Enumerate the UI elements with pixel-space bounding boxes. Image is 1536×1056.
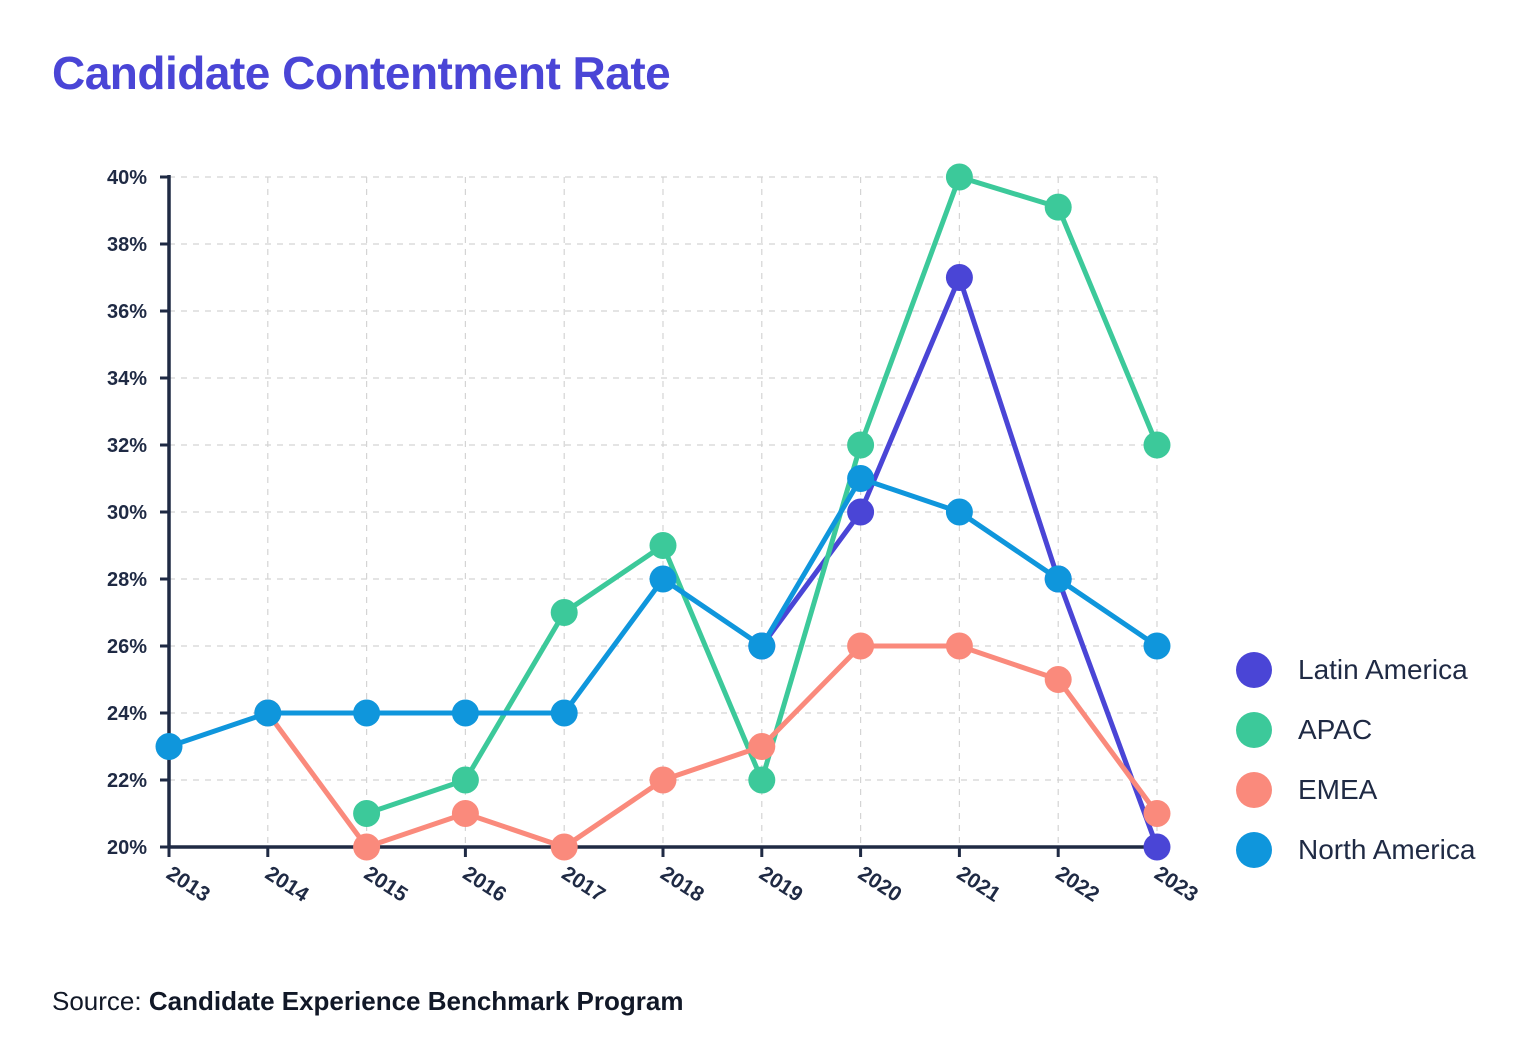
data-point-apac [649,532,677,559]
series-north-america [155,465,1171,760]
data-point-north-america [1143,632,1171,660]
data-point-apac [1143,431,1171,459]
y-tick-label: 22% [107,770,147,792]
y-tick-label: 40% [107,167,147,189]
data-point-emea [847,632,875,660]
legend-swatch [1236,832,1272,868]
x-tick-label: 2016 [459,862,511,907]
x-tick-label: 2019 [755,862,807,907]
data-point-north-america [155,733,183,760]
axes [160,175,1159,857]
legend-item: Latin America [1236,640,1475,700]
data-point-apac [550,599,578,626]
data-point-north-america [550,699,578,727]
legend-label: APAC [1298,714,1373,745]
data-point-north-america [847,465,875,492]
data-point-apac [748,766,776,794]
data-point-apac [847,431,875,459]
data-point-emea [748,733,776,760]
data-point-emea [1044,666,1072,693]
series-apac [353,163,1171,827]
data-point-north-america [649,565,677,593]
data-point-emea [1143,800,1171,827]
data-point-emea [649,766,677,794]
grid-lines [169,176,1158,847]
legend-item: EMEA [1236,760,1475,820]
data-point-apac [945,163,973,191]
data-point-emea [550,833,578,861]
legend-swatch [1236,652,1272,688]
data-point-latin-america [945,264,973,291]
legend-swatch [1236,772,1272,808]
x-tick-label: 2015 [360,862,412,907]
data-point-apac [1044,193,1072,221]
series-line-emea [265,643,1160,850]
x-tick-label: 2021 [953,862,1005,907]
chart-title: Candidate Contentment Rate [52,47,671,99]
y-tick-label: 36% [107,301,147,323]
data-point-north-america [1044,565,1072,593]
y-tick-label: 28% [107,569,147,591]
data-point-north-america [451,699,479,727]
data-point-north-america [945,498,973,526]
x-tick-label: 2014 [261,862,313,907]
y-tick-label: 24% [107,703,147,725]
legend-swatch [1236,712,1272,748]
y-tick-label: 38% [107,234,147,256]
y-tick-label: 26% [107,636,147,658]
x-tick-label: 2013 [162,862,214,907]
legend-label: North America [1298,834,1476,865]
x-tick-label: 2017 [557,862,609,907]
source-note: Source: Candidate Experience Benchmark P… [52,986,683,1017]
source-name: Candidate Experience Benchmark Program [148,986,684,1016]
data-point-emea [353,833,381,861]
data-point-latin-america [1143,833,1171,861]
data-point-latin-america [847,498,875,526]
x-tick-label: 2020 [854,862,906,907]
data-point-north-america [748,632,776,660]
y-tick-label: 32% [107,435,147,457]
y-tick-label: 30% [107,502,147,524]
y-tick-label: 34% [107,368,147,390]
source-prefix: Source: [52,986,142,1016]
x-tick-label: 2023 [1150,862,1202,907]
x-tick-label: 2022 [1051,862,1103,907]
legend-item: North America [1236,820,1475,880]
data-point-north-america [254,699,282,727]
chart-legend: Latin America APAC EMEA North America [1236,640,1475,880]
data-point-apac [353,800,381,827]
legend-label: EMEA [1298,774,1378,805]
legend-label: Latin America [1298,654,1468,685]
x-tick-label: 2018 [656,862,708,907]
data-point-north-america [353,699,381,727]
legend-item: APAC [1236,700,1475,760]
data-point-emea [451,800,479,827]
series-lines [155,163,1171,861]
data-point-emea [945,632,973,660]
y-tick-label: 20% [107,837,147,859]
data-point-apac [451,766,479,794]
